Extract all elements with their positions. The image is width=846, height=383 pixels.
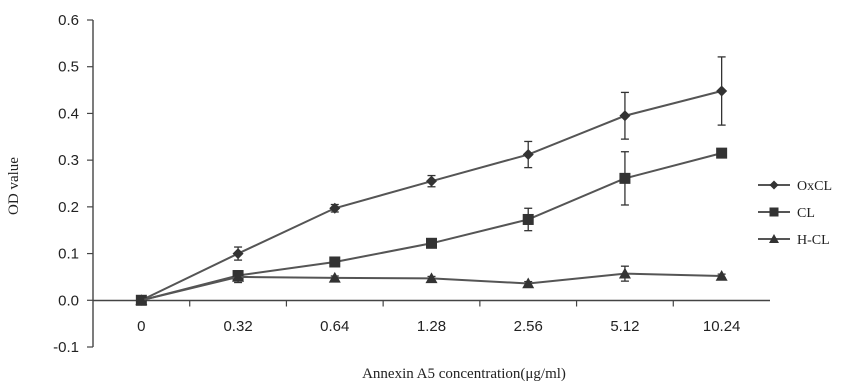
data-point (232, 248, 244, 260)
series-oxcl (135, 56, 728, 306)
x-tick-label: 0.32 (223, 318, 252, 335)
y-tick-label: 0.1 (58, 246, 79, 263)
data-point (426, 237, 437, 249)
y-tick-label: 0.5 (58, 59, 79, 76)
y-tick-label: 0.3 (58, 152, 79, 169)
legend-label: CL (797, 206, 815, 221)
data-point (232, 270, 245, 282)
y-tick-label: 0.2 (58, 199, 79, 216)
data-point (618, 267, 631, 279)
x-tick-label: 0.64 (320, 318, 349, 335)
legend-marker (769, 180, 779, 190)
legend-item-cl: CL (758, 206, 815, 221)
data-point (329, 202, 341, 214)
data-point (328, 271, 341, 283)
legend-item-oxcl: OxCL (758, 179, 832, 194)
y-tick-label: 0.4 (58, 105, 79, 122)
data-point (425, 272, 438, 284)
legend-label: OxCL (797, 179, 832, 194)
series-line (140, 90, 722, 302)
y-tick-label: 0.6 (58, 12, 79, 29)
x-tick-label: 10.24 (703, 318, 741, 335)
axes (92, 20, 770, 347)
series-layer (135, 56, 728, 306)
legend-label: H-CL (797, 233, 830, 248)
data-point (135, 294, 148, 306)
x-tick-label: 0 (137, 318, 145, 335)
legend-marker (769, 207, 779, 217)
y-axis-title: OD value (6, 157, 22, 215)
data-point (619, 110, 631, 122)
x-axis-title: Annexin A5 concentration(μg/ml) (362, 366, 566, 382)
y-tick-label: -0.1 (53, 339, 79, 356)
x-tick-label: 1.28 (417, 318, 446, 335)
legend: OxCL CL H-CL (758, 179, 832, 248)
data-point (522, 277, 535, 289)
legend-marker (769, 234, 779, 243)
series-h-cl (135, 265, 728, 306)
data-point (426, 175, 437, 187)
y-tick-label: 0.0 (58, 292, 79, 309)
data-point (522, 213, 534, 225)
data-point (329, 256, 341, 268)
legend-item-h-cl: H-CL (758, 233, 830, 248)
y-axis-ticks: -0.1 0.0 0.1 0.2 0.3 0.4 0.5 0.6 (53, 12, 93, 356)
x-tick-label: 2.56 (514, 318, 543, 335)
data-point (619, 172, 631, 184)
data-point (522, 149, 534, 161)
x-tick-label: 5.12 (610, 318, 639, 335)
data-point (716, 147, 728, 159)
x-axis-ticks: 0 0.32 0.64 1.28 2.56 5.12 10.24 (137, 300, 741, 335)
data-point (716, 85, 728, 97)
data-point (715, 269, 728, 281)
